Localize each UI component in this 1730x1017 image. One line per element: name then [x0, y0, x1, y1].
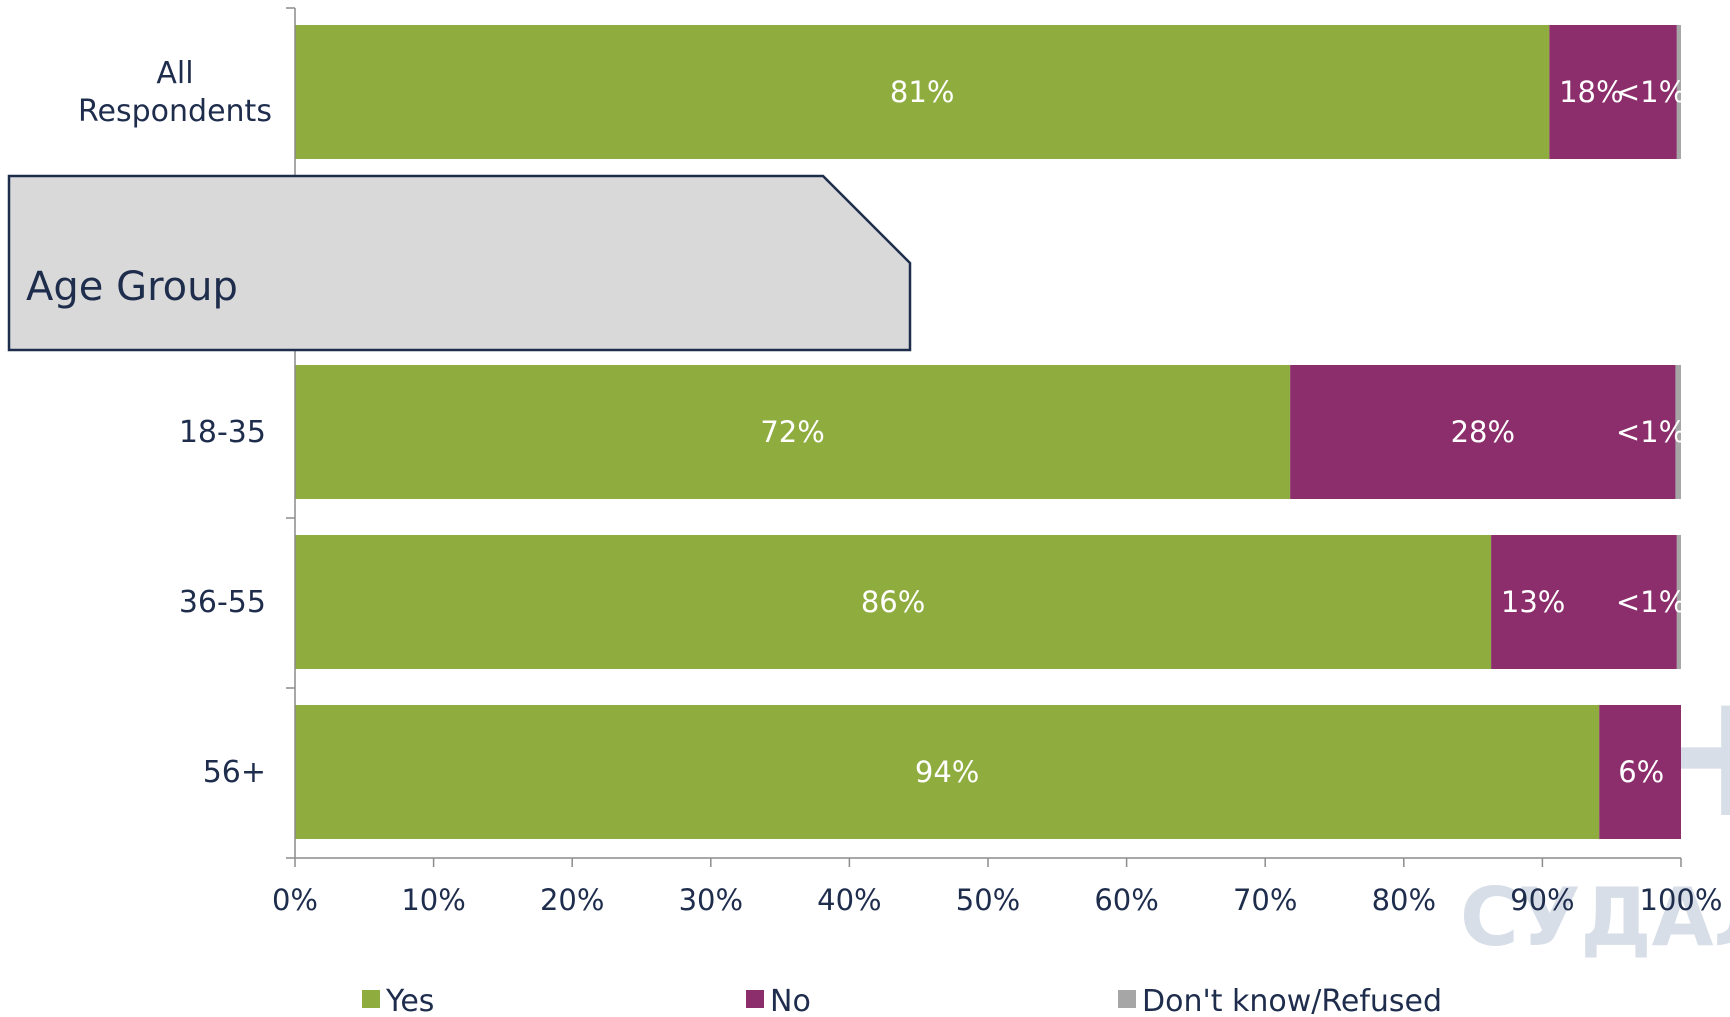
legend: Yes No Don't know/Refused — [362, 984, 1442, 1017]
bar-yes-2 — [295, 535, 1492, 669]
x-tick-label: 100% — [1640, 883, 1723, 917]
bar-value-label: 86% — [861, 585, 925, 619]
legend-swatch — [746, 990, 764, 1008]
bar-value-label: 13% — [1501, 585, 1565, 619]
x-tick-label: 50% — [956, 883, 1020, 917]
legend-item: Don't know/Refused — [1118, 984, 1442, 1017]
bar-value-label: <1% — [1616, 585, 1686, 619]
x-tick-label: 90% — [1510, 883, 1574, 917]
bar-value-label: 18% — [1559, 75, 1623, 109]
legend-swatch — [1118, 990, 1136, 1008]
category-label: 18-35 — [179, 415, 266, 450]
category-label: 36-55 — [179, 585, 266, 620]
legend-swatch — [362, 990, 380, 1008]
bar-don-t-know-refused-2 — [1676, 535, 1681, 669]
bar-no-2 — [1491, 535, 1677, 669]
bar-don-t-know-refused-0 — [1676, 25, 1681, 159]
bar-value-label: 28% — [1451, 415, 1515, 449]
age-group-banner-label: Age Group — [26, 264, 238, 310]
bar-value-label: <1% — [1616, 415, 1686, 449]
bars — [295, 25, 1681, 839]
bar-no-0 — [1549, 25, 1677, 159]
bar-yes-0 — [295, 25, 1550, 159]
bar-value-label: 6% — [1618, 755, 1664, 789]
x-tick-label: 20% — [540, 883, 604, 917]
age-group-banner-shape — [7, 174, 912, 352]
legend-label: Don't know/Refused — [1142, 984, 1442, 1017]
category-label: 56+ — [203, 755, 266, 790]
x-tick-label: 70% — [1233, 883, 1297, 917]
bar-value-label: 81% — [890, 75, 954, 109]
x-tick-label: 40% — [817, 883, 881, 917]
legend-item: No — [746, 984, 811, 1017]
legend-label: Yes — [385, 984, 434, 1017]
watermark-line-2: СУДАЛГААН — [1460, 871, 1730, 964]
bar-value-label: 72% — [760, 415, 824, 449]
category-label: All — [156, 56, 193, 91]
category-label: Respondents — [78, 94, 272, 129]
bar-value-labels: 81% 18%<1%72% 28% <1%86% 13% <1%94% 6% — [760, 75, 1686, 789]
axes: 0% 10% 20% 30% 40% 50% 60% 70% 80% 90% 100% — [272, 7, 1723, 917]
bar-don-t-know-refused-1 — [1675, 365, 1681, 499]
bar-value-label: 94% — [915, 755, 979, 789]
x-tick-label: 80% — [1372, 883, 1436, 917]
bar-no-1 — [1290, 365, 1676, 499]
legend-label: No — [770, 984, 811, 1017]
bar-yes-1 — [295, 365, 1291, 499]
x-tick-label: 30% — [679, 883, 743, 917]
bar-no-3 — [1599, 705, 1681, 839]
x-tick-label: 60% — [1094, 883, 1158, 917]
bar-yes-3 — [295, 705, 1600, 839]
legend-item: Yes — [362, 984, 434, 1017]
bar-value-label: <1% — [1616, 75, 1686, 109]
age-group-banner: Age Group — [7, 174, 912, 352]
x-tick-label: 0% — [272, 883, 318, 917]
x-tick-label: 10% — [401, 883, 465, 917]
